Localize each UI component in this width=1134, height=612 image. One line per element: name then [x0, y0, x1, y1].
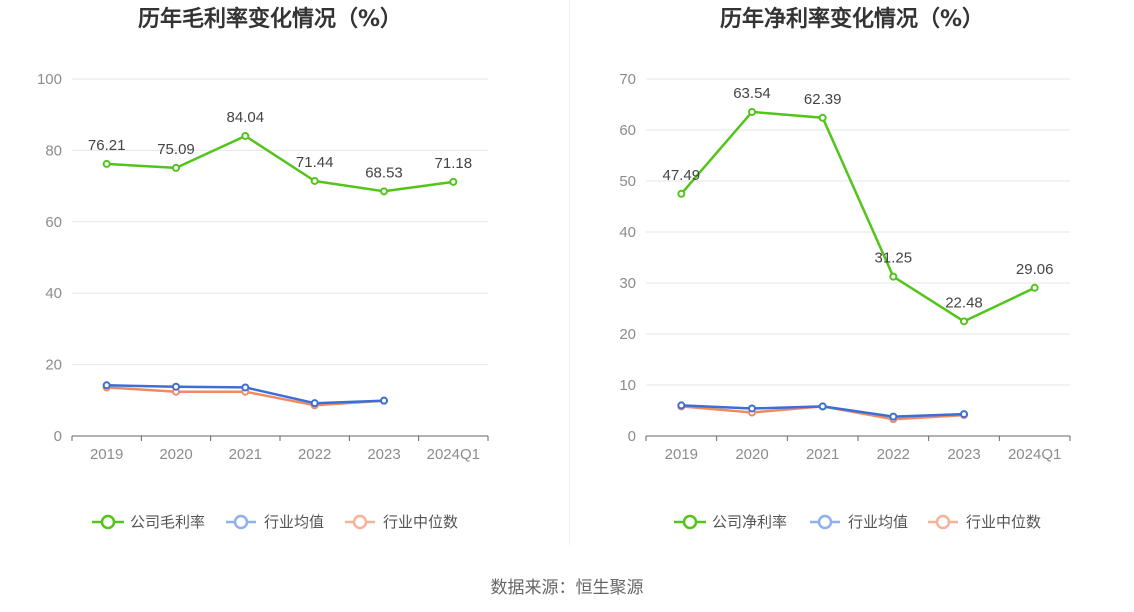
legend-marker: [100, 514, 116, 530]
y-tick-label: 20: [619, 326, 636, 343]
legend-marker: [817, 514, 833, 530]
data-point: [889, 272, 898, 281]
y-tick-label: 100: [37, 71, 62, 88]
x-tick-label: 2020: [159, 446, 192, 463]
series-line-company: [680, 110, 1036, 323]
legend-label: 行业中位数: [966, 513, 1041, 531]
data-label: 31.25: [875, 250, 913, 267]
data-point: [172, 382, 180, 391]
data-label: 29.06: [1016, 261, 1054, 278]
data-point: [677, 401, 686, 410]
data-label: 84.04: [227, 109, 265, 126]
legend-marker: [233, 514, 249, 530]
data-point: [960, 410, 968, 419]
data-label: 47.49: [663, 167, 701, 184]
data-point: [748, 404, 756, 413]
legend-label: 行业中位数: [383, 513, 458, 531]
data-point: [310, 176, 319, 185]
legend-marker: [935, 514, 951, 530]
legend-label: 公司净利率: [712, 513, 787, 531]
legend-item-company[interactable]: 公司净利率: [674, 513, 787, 531]
data-label: 76.21: [88, 137, 126, 154]
net-margin-chart: 历年净利率变化情况（%） 0 10 20 30 40 50 60 70 2019 2020 2021 2…: [619, 6, 1071, 531]
legend-item-industry-mean[interactable]: 行业均值: [226, 513, 324, 531]
y-tick-label: 40: [45, 285, 62, 302]
x-tick-label: 2020: [735, 446, 768, 463]
x-tick-label: 2021: [806, 446, 839, 463]
gross-margin-chart: 历年毛利率变化情况（%） 0 20 40 60 80 100 2019 2020 2021 2022…: [37, 6, 489, 531]
data-source-note: 数据来源：恒生聚源: [490, 578, 644, 598]
data-point: [889, 412, 898, 421]
data-point: [380, 396, 388, 405]
legend-marker: [352, 514, 368, 530]
data-label: 75.09: [157, 141, 195, 158]
chart-title: 历年毛利率变化情况（%）: [138, 6, 402, 32]
y-tick-label: 60: [619, 122, 636, 139]
legend-label: 行业均值: [848, 513, 908, 531]
legend-item-company[interactable]: 公司毛利率: [92, 513, 205, 531]
data-point: [172, 163, 180, 172]
legend-label: 公司毛利率: [130, 513, 205, 531]
data-point: [449, 177, 458, 186]
data-point: [748, 107, 756, 116]
x-tick-label: 2022: [877, 446, 910, 463]
series-line-company: [106, 134, 454, 193]
data-point: [241, 131, 250, 140]
y-tick-label: 30: [619, 275, 636, 292]
y-tick-label: 0: [628, 428, 636, 445]
x-tick-label: 2019: [90, 446, 123, 463]
data-label: 71.44: [296, 154, 334, 171]
y-tick-label: 80: [45, 142, 62, 159]
data-label: 68.53: [365, 164, 403, 181]
data-point: [102, 159, 111, 168]
legend-item-industry-median[interactable]: 行业中位数: [345, 513, 458, 531]
y-tick-label: 70: [619, 71, 636, 88]
legend-marker: [682, 514, 698, 530]
chart-divider: [569, 0, 570, 545]
data-point: [818, 402, 827, 411]
y-tick-label: 10: [619, 377, 636, 394]
data-label: 22.48: [945, 294, 983, 311]
x-tick-label: 2024Q1: [1008, 446, 1061, 463]
x-tick-label: 2022: [298, 446, 331, 463]
x-tick-label: 2019: [665, 446, 698, 463]
legend-item-industry-median[interactable]: 行业中位数: [928, 513, 1041, 531]
data-point: [380, 187, 388, 196]
y-tick-label: 0: [54, 428, 62, 445]
data-point: [1030, 283, 1039, 292]
y-tick-label: 60: [45, 214, 62, 231]
y-tick-label: 50: [619, 173, 636, 190]
legend-item-industry-mean[interactable]: 行业均值: [810, 513, 908, 531]
data-point: [310, 399, 319, 408]
data-point: [241, 383, 250, 392]
data-point: [102, 381, 111, 390]
y-tick-label: 20: [45, 357, 62, 374]
data-label: 71.18: [435, 155, 473, 172]
data-label: 63.54: [733, 85, 771, 102]
y-tick-label: 40: [619, 224, 636, 241]
data-label: 62.39: [804, 91, 842, 108]
data-point: [818, 113, 827, 122]
x-tick-label: 2024Q1: [427, 446, 480, 463]
legend-label: 行业均值: [264, 513, 324, 531]
chart-title: 历年净利率变化情况（%）: [720, 6, 984, 32]
data-point: [677, 189, 686, 198]
x-tick-label: 2023: [947, 446, 980, 463]
x-tick-label: 2021: [229, 446, 262, 463]
data-point: [960, 317, 968, 326]
x-tick-label: 2023: [367, 446, 400, 463]
